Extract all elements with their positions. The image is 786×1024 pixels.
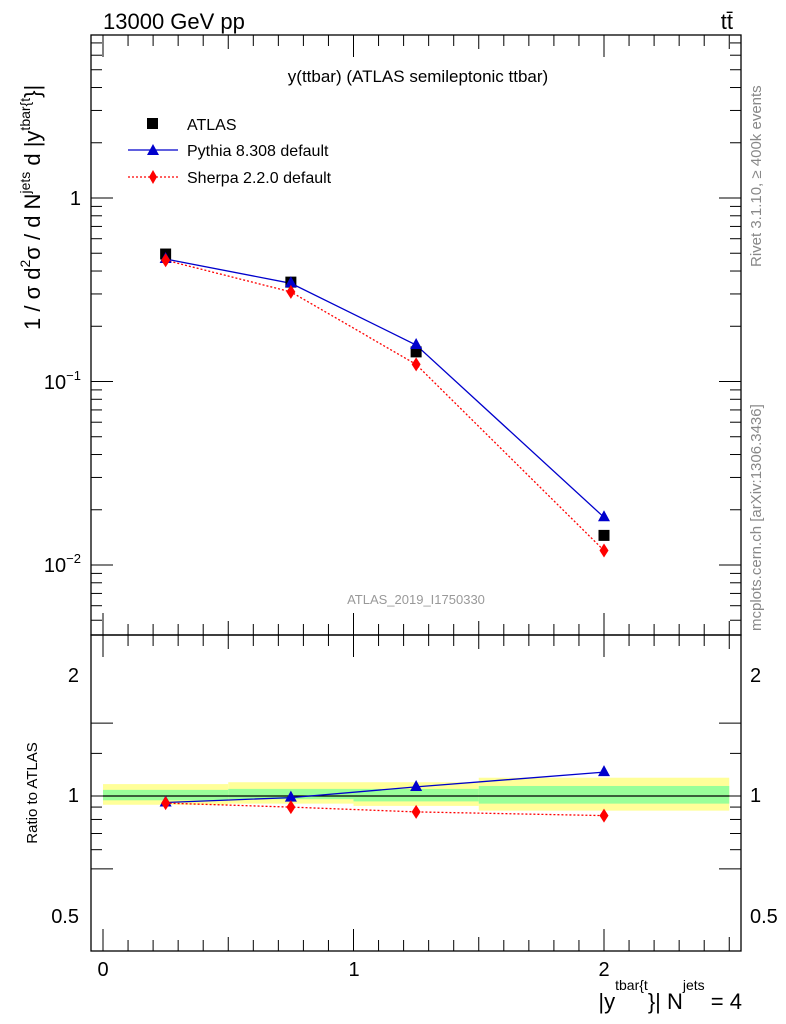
analysis-tag: ATLAS_2019_I1750330: [347, 592, 485, 607]
legend-label-pythia: Pythia 8.308 default: [187, 143, 329, 160]
legend-marker-atlas: [147, 118, 158, 129]
pythia-ratio-point-2: [410, 779, 423, 791]
pythia-ratio-line: [165, 771, 605, 804]
ratio-y-tick-label-left-1: 2: [68, 665, 79, 687]
ratio-y-tick-label-left-2: 1: [68, 785, 79, 807]
pythia-point-3: [598, 510, 610, 522]
ratio-band-inner-2: [353, 788, 479, 802]
top-y-tick-label-2: 10−1: [44, 368, 81, 394]
legend: ATLAS Pythia 8.308 default Sherpa 2.2.0 …: [128, 117, 332, 187]
ratio-y-axis-label: Ratio to ATLAS: [24, 742, 41, 843]
x-axis-label: |ytbar{t}| Njets = 4: [598, 977, 742, 1014]
sherpa-point-1: [286, 284, 296, 299]
x-tick-label-2: 2: [598, 959, 609, 981]
atlas-point-3: [598, 529, 610, 541]
sherpa-ratio-point-0: [161, 796, 171, 811]
pythia-point-1: [284, 276, 297, 288]
sherpa-ratio-point-1: [286, 800, 296, 815]
x-tick-label-1: 1: [348, 959, 359, 981]
ratio-y-tick-label-right-3: 0.5: [750, 906, 778, 928]
process-label: tt̄: [721, 9, 733, 34]
ratio-y-tick-label-left-3: 0.5: [51, 906, 79, 928]
axis-ticks: [91, 35, 741, 951]
sherpa-point-0: [161, 253, 171, 268]
top-y-tick-label-1: 1: [70, 188, 81, 210]
atlas-point-2: [410, 346, 422, 358]
ratio-band-inner-3: [478, 785, 730, 804]
ratio-band-inner-0: [103, 789, 229, 801]
sherpa-point-3: [599, 543, 609, 558]
pythia-ratio-point-3: [598, 765, 610, 777]
rivet-label: Rivet 3.1.10, ≥ 400k events: [748, 85, 765, 267]
series-lines: [165, 258, 605, 817]
legend-label-atlas: ATLAS: [187, 117, 237, 134]
mcplots-label: mcplots.cern.ch [arXiv:1306.3436]: [748, 404, 765, 631]
pythia-ratio-point-1: [284, 790, 297, 802]
legend-marker-sherpa: [149, 170, 157, 184]
sherpa-point-2: [411, 357, 421, 372]
sherpa-line: [165, 259, 605, 551]
ratio-panel-frame: [90, 634, 742, 952]
top-y-tick-label-3: 10−2: [44, 551, 81, 577]
top-y-axis-label: 1 / σ d2σ / d Njets d |ytbar{t}|: [17, 85, 45, 330]
ratio-y-tick-label-right-2: 1: [750, 785, 761, 807]
ratio-y-tick-label-right-1: 2: [750, 665, 761, 687]
energy-label: 13000 GeV pp: [103, 9, 245, 34]
legend-label-sherpa: Sherpa 2.2.0 default: [187, 170, 332, 187]
legend-marker-pythia: [147, 144, 159, 155]
sherpa-ratio-point-3: [599, 808, 609, 823]
pythia-line: [165, 258, 605, 518]
sherpa-ratio-point-2: [411, 804, 421, 819]
plot-title: y(ttbar) (ATLAS semileptonic ttbar): [288, 67, 548, 86]
sherpa-ratio-line: [165, 802, 605, 817]
pythia-point-2: [410, 338, 423, 350]
series-markers: [159, 248, 610, 823]
x-tick-label-0: 0: [97, 959, 108, 981]
